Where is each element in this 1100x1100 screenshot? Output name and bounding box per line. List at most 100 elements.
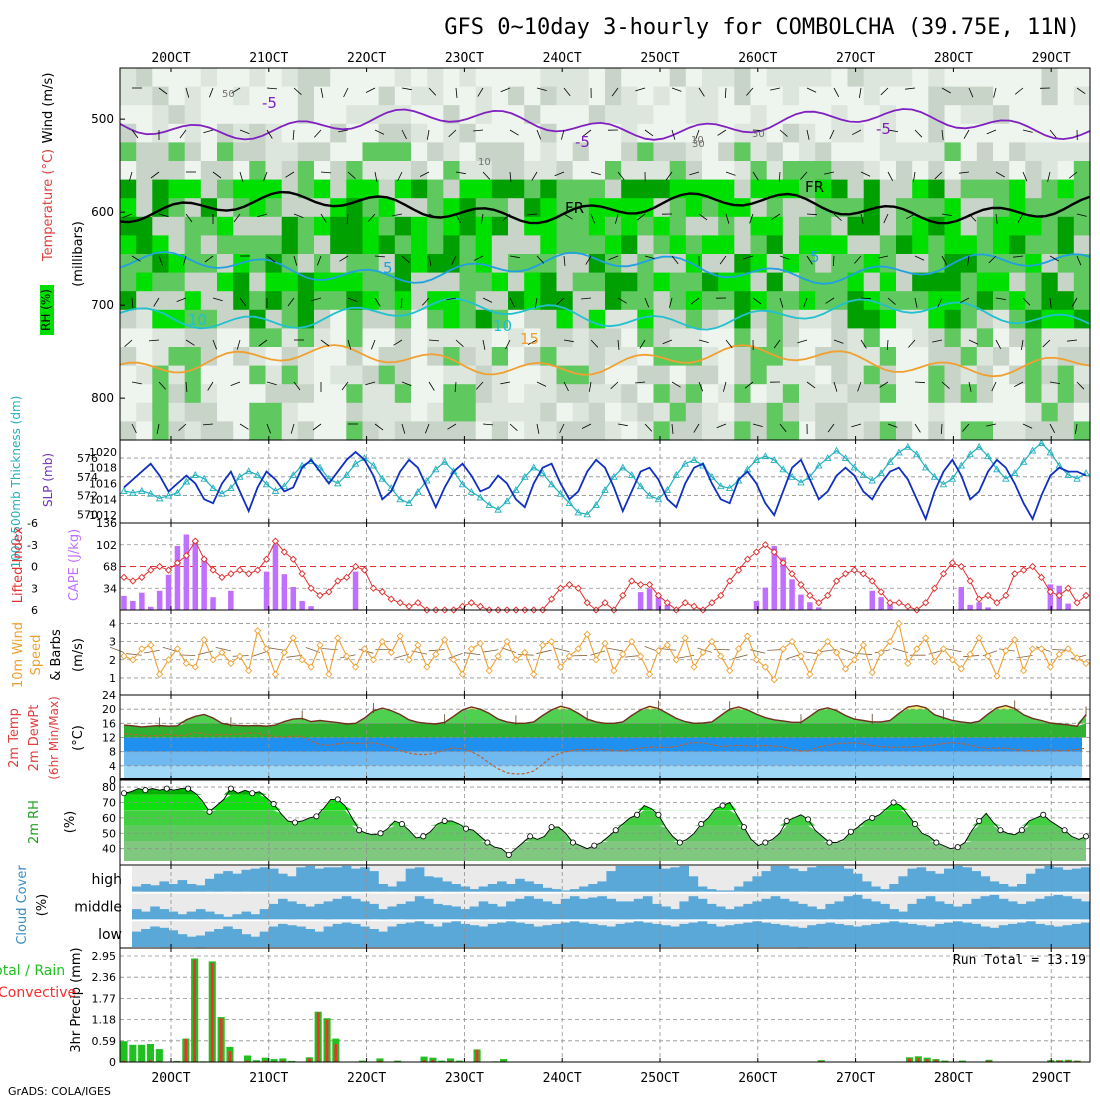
- dewpoint-band: [124, 765, 1082, 780]
- wind-barb: [779, 297, 784, 308]
- rh-cell: [152, 347, 170, 367]
- cloud-cover-bar: [296, 867, 306, 892]
- cloud-cover-bar: [679, 923, 689, 947]
- wind-speed-point: [236, 652, 244, 660]
- rh-cell: [394, 347, 412, 367]
- rh-cell: [152, 291, 170, 311]
- rh-cell: [556, 123, 574, 143]
- rh-point: [591, 842, 598, 849]
- rh-cell: [799, 272, 816, 292]
- rh-cell: [718, 347, 735, 367]
- cape-axis-label: CAPE (J/kg): [67, 529, 82, 601]
- rh-cell: [750, 365, 768, 385]
- wind-barb: [509, 423, 518, 431]
- rh-cell: [233, 179, 250, 199]
- wind-barb: [671, 423, 674, 434]
- rh-cell: [120, 161, 137, 181]
- wind-barb: [932, 339, 943, 343]
- cloud-cover-bar: [569, 921, 580, 947]
- contour-label: 10: [493, 317, 512, 335]
- wind-speed-point: [779, 645, 787, 653]
- rh-cell: [669, 384, 687, 404]
- cloud-cover-bar: [916, 867, 927, 892]
- wind-barb: [669, 297, 673, 308]
- cloud-cover-bar: [752, 901, 762, 920]
- lifted-index-point: [966, 577, 974, 585]
- rh-cell: [912, 328, 929, 348]
- rh-cell: [394, 123, 412, 143]
- rh-cell: [362, 142, 380, 162]
- rh-cell: [265, 254, 283, 274]
- rh-cell: [1073, 272, 1091, 292]
- rh-cell: [378, 328, 396, 348]
- rh-cell: [799, 86, 816, 106]
- rh-cell: [976, 235, 994, 255]
- lifted-index-point: [583, 599, 591, 607]
- rh-cell: [637, 105, 655, 125]
- rh-cell: [766, 216, 784, 236]
- rh-cell: [572, 384, 590, 404]
- wind-speed-point: [966, 650, 974, 658]
- lifted-index-point: [601, 599, 609, 607]
- lifted-index-point: [120, 573, 128, 582]
- cloud-cover-bar: [278, 923, 288, 947]
- wind-speed-point: [441, 636, 449, 644]
- cloud-cover-bar: [816, 923, 826, 947]
- rh-cell: [944, 384, 962, 404]
- cloud-cover-bar: [1053, 894, 1064, 920]
- wind-barb: [509, 171, 512, 182]
- cloud-cover-bar: [798, 903, 808, 920]
- rh-cell: [912, 402, 929, 422]
- wind-barb: [428, 381, 435, 391]
- rh-cell: [1009, 328, 1026, 348]
- rh-cell: [184, 198, 202, 218]
- lifted-index-point: [1055, 591, 1063, 600]
- cape-bar: [1047, 584, 1054, 610]
- wind-barb: [1013, 255, 1024, 258]
- wind-barb: [1022, 297, 1031, 306]
- rh-cell: [524, 365, 541, 385]
- rh-cell: [491, 179, 509, 199]
- rh-cell: [572, 402, 590, 422]
- rh-cell: [281, 328, 299, 348]
- wind-barb: [320, 213, 327, 223]
- rh-cell: [346, 179, 364, 199]
- rh-cell: [718, 272, 735, 292]
- rh-cell: [750, 421, 768, 441]
- cloud-cover-bar: [652, 903, 662, 920]
- rh-cell: [896, 68, 913, 88]
- rh-cell: [427, 235, 444, 255]
- rh-cell: [896, 161, 913, 181]
- rh-cell: [960, 402, 978, 422]
- rh-cell: [136, 86, 153, 106]
- rh-cell: [605, 216, 622, 236]
- rh-cell: [330, 86, 347, 106]
- rh-cell: [152, 179, 170, 199]
- wind-barb: [212, 171, 222, 179]
- thickness-point: [565, 499, 574, 507]
- rh-cell: [540, 384, 558, 404]
- rh-cell: [734, 328, 752, 348]
- wind-barb: [293, 255, 298, 266]
- rh-cell: [669, 402, 687, 422]
- cape-bar: [130, 601, 136, 610]
- rh-cell: [847, 365, 865, 385]
- cloud-cover-bar: [1007, 886, 1018, 892]
- wind-axis-label: 10m Wind: [11, 622, 26, 688]
- cloud-cover-bar: [852, 894, 863, 920]
- rh-cell: [1041, 216, 1059, 236]
- cloud-cover-bar: [214, 873, 224, 892]
- rh-cell: [815, 123, 832, 143]
- rh-cell: [960, 216, 978, 236]
- rh-point: [505, 851, 512, 858]
- rh-cell: [217, 198, 234, 218]
- date-label-bottom: 25OCT: [640, 1071, 679, 1086]
- lifted-index-point: [173, 559, 182, 567]
- wind-barb: [158, 213, 169, 218]
- wind-barb: [725, 339, 733, 349]
- rh-cell: [297, 309, 315, 329]
- cloud-cover-bar: [670, 867, 680, 892]
- wind-barb: [588, 381, 592, 392]
- cloud-cover-bar: [706, 903, 717, 920]
- wind-barb: [292, 129, 295, 141]
